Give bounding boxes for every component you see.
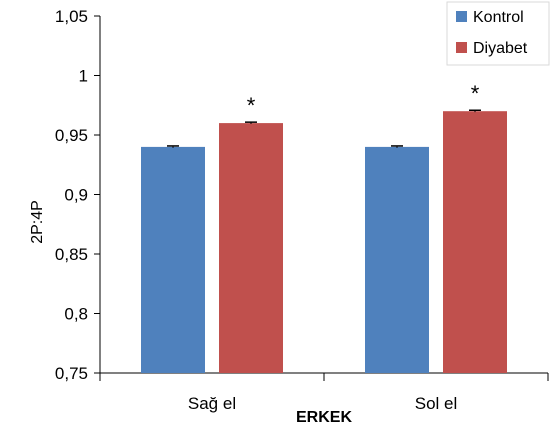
bar-kontrol-0 xyxy=(141,146,205,373)
y-tick-label: 0,95 xyxy=(55,126,88,145)
axes-layer: 1,05 1 0,95 0,9 0,85 0,8 0,75 xyxy=(55,7,549,383)
significance-mark: * xyxy=(247,93,256,118)
bar-diyabet-1 xyxy=(443,111,507,373)
y-axis-title: 2P:4P xyxy=(29,200,46,244)
bars-layer xyxy=(141,109,507,373)
legend: Kontrol Diyabet xyxy=(446,1,550,66)
bar-diyabet-0 xyxy=(219,123,283,373)
labels-layer: Sağ el Sol el * * xyxy=(188,81,480,413)
y-tick-label: 1,05 xyxy=(55,7,88,26)
legend-swatch-diyabet xyxy=(456,42,467,53)
legend-swatch-kontrol xyxy=(456,11,467,22)
significance-mark: * xyxy=(471,81,480,106)
y-tick-label: 0,8 xyxy=(64,305,88,324)
y-tick-label: 0,75 xyxy=(55,364,88,383)
legend-label-diyabet: Diyabet xyxy=(473,40,528,57)
bar-kontrol-1 xyxy=(365,146,429,373)
y-tick-label: 1 xyxy=(79,67,88,86)
x-axis-title: ERKEK xyxy=(296,409,352,426)
category-label: Sol el xyxy=(415,394,458,413)
legend-label-kontrol: Kontrol xyxy=(473,9,524,26)
y-tick-label: 0,9 xyxy=(64,186,88,205)
category-label: Sağ el xyxy=(188,394,236,413)
y-tick-label: 0,85 xyxy=(55,245,88,264)
